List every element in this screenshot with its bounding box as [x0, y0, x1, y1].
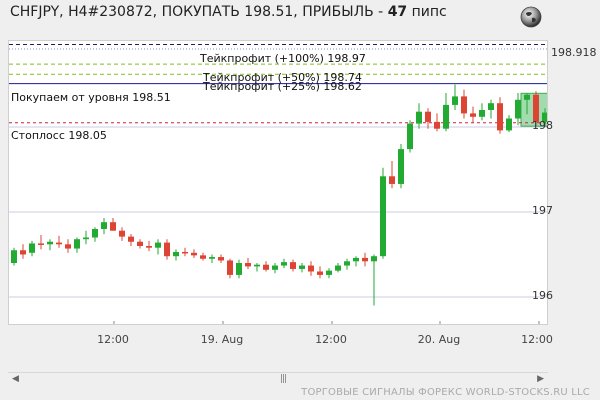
candle-body	[65, 244, 71, 249]
candle-body	[470, 113, 476, 117]
candle-body	[443, 104, 449, 129]
candle-body	[398, 149, 404, 184]
candle-body	[416, 111, 422, 124]
candle-body	[173, 251, 179, 257]
arrow-right-icon[interactable]: ▶	[537, 374, 544, 384]
candle-body	[128, 236, 134, 242]
title-prefix: CHFJPY, H4#230872, ПОКУПАТЬ 198.51, ПРИБ…	[10, 4, 388, 20]
candle-body	[146, 246, 152, 248]
candle-body	[200, 255, 206, 259]
candle-body	[11, 250, 17, 263]
price-chart[interactable]	[8, 40, 548, 325]
takeprofit-50-label: Тейкпрофит (+50%) 198.74	[203, 71, 362, 84]
candle-body	[281, 262, 287, 266]
candle-body	[137, 241, 143, 246]
candle-body	[119, 230, 125, 237]
candle-body	[227, 260, 233, 275]
stoploss-label: Стоплосс 198.05	[11, 129, 107, 142]
candle-body	[74, 239, 80, 249]
candle-body	[533, 94, 539, 122]
scroll-thumb-icon[interactable]: |||	[280, 374, 287, 384]
candle-body	[191, 252, 197, 256]
candle-body	[407, 123, 413, 150]
candle-body	[209, 257, 215, 259]
candle-body	[515, 99, 521, 119]
candle-body	[20, 250, 26, 255]
chart-title: CHFJPY, H4#230872, ПОКУПАТЬ 198.51, ПРИБ…	[10, 4, 447, 20]
candle-body	[101, 222, 107, 229]
candle-body	[506, 118, 512, 131]
candle-body	[92, 229, 98, 238]
candle-body	[380, 176, 386, 257]
chart-scrollbar[interactable]: ◀ ||| ▶	[8, 372, 548, 385]
candle-body	[389, 176, 395, 184]
candle-body	[29, 243, 35, 253]
candle-body	[371, 256, 377, 262]
candle-body	[263, 264, 269, 270]
candle-body	[362, 257, 368, 262]
price-tick-196: 196	[532, 289, 553, 302]
candle-body	[461, 96, 467, 114]
candle-body	[56, 242, 62, 245]
takeprofit-25-label: Тейкпрофит (+25%) 198.62	[203, 80, 362, 93]
time-tick-2: 19. Aug	[200, 333, 244, 346]
candle-body	[542, 112, 547, 122]
candle-body	[290, 262, 296, 269]
time-tick-4: 20. Aug	[417, 333, 461, 346]
current-price-label: 198.918	[551, 46, 597, 59]
footer-credit: ТОРГОВЫЕ СИГНАЛЫ ФОРЕКС WORLD-STOCKS.RU …	[301, 387, 590, 398]
candle-body	[299, 265, 305, 269]
title-suffix: пипс	[407, 4, 447, 20]
profit-value: 47	[387, 4, 408, 20]
candle-body	[254, 264, 260, 267]
candle-body	[308, 265, 314, 272]
candle-body	[326, 270, 332, 275]
candle-body	[164, 242, 170, 257]
time-tick-1: 12:00	[97, 333, 129, 346]
candle-body	[344, 261, 350, 266]
time-tick-3: 12:00	[315, 333, 347, 346]
candle-body	[47, 241, 53, 245]
candle-body	[488, 103, 494, 110]
candle-body	[425, 111, 431, 122]
candle-body	[317, 271, 323, 275]
entry-level-label: Покупаем от уровня 198.51	[11, 91, 171, 104]
candle-body	[155, 242, 161, 248]
candle-body	[110, 222, 116, 231]
candle-body	[524, 94, 530, 100]
candle-body	[353, 257, 359, 262]
candle-body	[272, 265, 278, 270]
globe-icon[interactable]	[520, 6, 542, 28]
candle-body	[497, 103, 503, 131]
candle-body	[83, 237, 89, 240]
price-tick-198: 198	[532, 119, 553, 132]
candle-body	[452, 96, 458, 105]
candle-body	[479, 110, 485, 117]
candle-body	[236, 263, 242, 275]
candle-body	[182, 251, 188, 254]
candle-body	[38, 243, 44, 245]
price-tick-197: 197	[532, 204, 553, 217]
chart-canvas	[9, 44, 547, 324]
candle-body	[218, 257, 224, 261]
takeprofit-100-label: Тейкпрофит (+100%) 198.97	[200, 52, 366, 65]
time-tick-5: 12:00	[521, 333, 553, 346]
arrow-left-icon[interactable]: ◀	[12, 374, 19, 384]
candle-body	[335, 265, 341, 271]
candle-body	[245, 263, 251, 267]
candle-body	[434, 121, 440, 129]
